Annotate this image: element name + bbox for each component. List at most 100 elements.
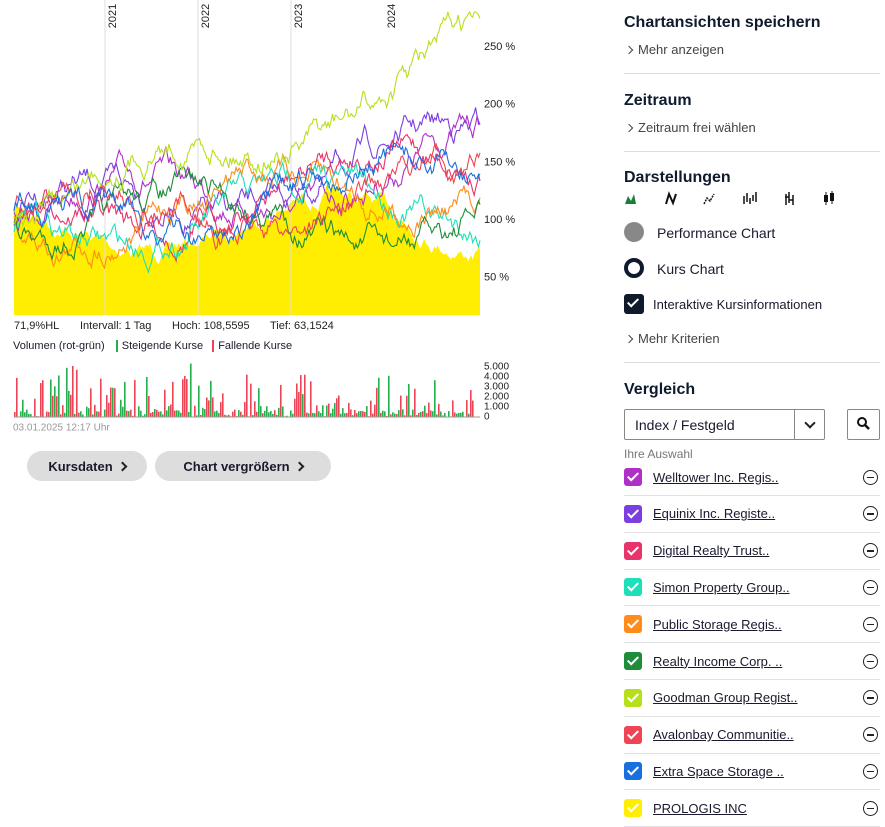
volume-bar [78,413,80,417]
search-button[interactable] [847,409,880,440]
volume-bar [420,412,422,417]
volume-bar [440,412,442,417]
volume-bar [388,376,390,417]
volume-bar [296,384,298,417]
volume-bar [222,393,224,417]
item-checkbox[interactable] [624,505,642,523]
volume-bar [66,368,68,417]
volume-bar [424,406,426,417]
item-name[interactable]: Simon Property Group.. [653,580,790,595]
item-name[interactable]: Avalonbay Communitie.. [653,727,794,742]
volume-bar [338,396,340,417]
item-name[interactable]: PROLOGIS INC [653,801,747,816]
volume-bar [110,388,112,417]
selection-item: Public Storage Regis.. [624,606,880,643]
icon-ohlc[interactable] [744,192,756,204]
remove-button[interactable] [863,470,878,485]
volume-bar [70,395,72,417]
item-checkbox[interactable] [624,652,642,670]
link[interactable]: Zeitraum frei wählen [624,120,756,135]
item-checkbox[interactable] [624,762,642,780]
volume-bar [220,402,222,417]
item-name[interactable]: Goodman Group Regist.. [653,690,798,705]
icon-line[interactable] [666,194,676,204]
remove-button[interactable] [863,654,878,669]
icon-area[interactable] [625,194,636,204]
remove-button[interactable] [863,543,878,558]
remove-button[interactable] [863,764,878,779]
chart-type-icons[interactable] [624,190,844,208]
link[interactable]: Mehr anzeigen [624,42,724,57]
volume-bar [448,411,450,417]
volume-bar [58,375,60,417]
remove-button[interactable] [863,690,878,705]
icon-hlc[interactable] [785,192,793,205]
link[interactable]: Mehr Kriterien [624,331,720,346]
volume-bar [422,411,424,417]
volume-bar [282,406,284,417]
remove-button[interactable] [863,617,878,632]
remove-button[interactable] [863,801,878,816]
checkbox-label[interactable]: Interaktive Kursinformationen [653,297,822,312]
volume-bar [290,411,292,417]
volume-bar [140,411,142,417]
item-name[interactable]: Public Storage Regis.. [653,617,782,632]
icon-dots[interactable] [704,194,714,204]
volume-bar [154,409,156,417]
volume-bar [218,413,220,417]
volume-bar [314,413,316,417]
volume-bar [214,411,216,417]
remove-button[interactable] [863,506,878,521]
volume-bar [302,394,304,417]
item-checkbox[interactable] [624,468,642,486]
item-name[interactable]: Digital Realty Trust.. [653,543,769,558]
radio-label[interactable]: Performance Chart [657,225,775,241]
remove-button[interactable] [863,727,878,742]
volume-label: 0 [484,412,490,423]
volume-bar [306,413,308,417]
item-name[interactable]: Equinix Inc. Registe.. [653,506,775,521]
volume-bar [418,413,420,417]
item-checkbox[interactable] [624,726,642,744]
volume-bar [254,401,256,417]
volume-bar [358,411,360,417]
enlarge-button[interactable]: Chart vergrößern [155,451,331,481]
volume-bar [122,407,124,417]
item-checkbox[interactable] [624,799,642,817]
item-checkbox[interactable] [624,689,642,707]
volume-bar [312,413,314,417]
radio[interactable] [624,222,644,242]
volume-bar [330,413,332,417]
volume-bar [194,406,196,417]
volume-bar [112,388,114,417]
kursdaten-button[interactable]: Kursdaten [27,451,147,481]
item-checkbox[interactable] [624,615,642,633]
section-title: Vergleich [624,381,695,399]
volume-bar [466,400,468,417]
volume-bar [24,412,26,417]
item-name[interactable]: Extra Space Storage .. [653,764,784,779]
item-checkbox[interactable] [624,542,642,560]
remove-button[interactable] [863,580,878,595]
volume-bar [360,411,362,417]
selection-item: Equinix Inc. Registe.. [624,496,880,533]
volume-bar [274,410,276,417]
volume-bar [412,410,414,417]
volume-bar [264,411,266,417]
checkbox[interactable] [624,294,644,314]
volume-bar [234,410,236,417]
volume-up: Steigende Kurse [116,340,203,352]
year-label: 2022 [200,4,212,28]
radio-label[interactable]: Kurs Chart [657,261,724,277]
select[interactable]: Index / Festgeld [624,409,825,440]
volume-bar [300,375,302,417]
volume-bar [114,388,116,417]
volume-bar [180,413,182,417]
item-name[interactable]: Realty Income Corp. .. [653,654,782,669]
volume-bar [94,405,96,417]
item-name[interactable]: Welltower Inc. Regis.. [653,470,778,485]
item-checkbox[interactable] [624,578,642,596]
radio-selected[interactable] [624,258,644,278]
volume-bar [434,380,436,417]
